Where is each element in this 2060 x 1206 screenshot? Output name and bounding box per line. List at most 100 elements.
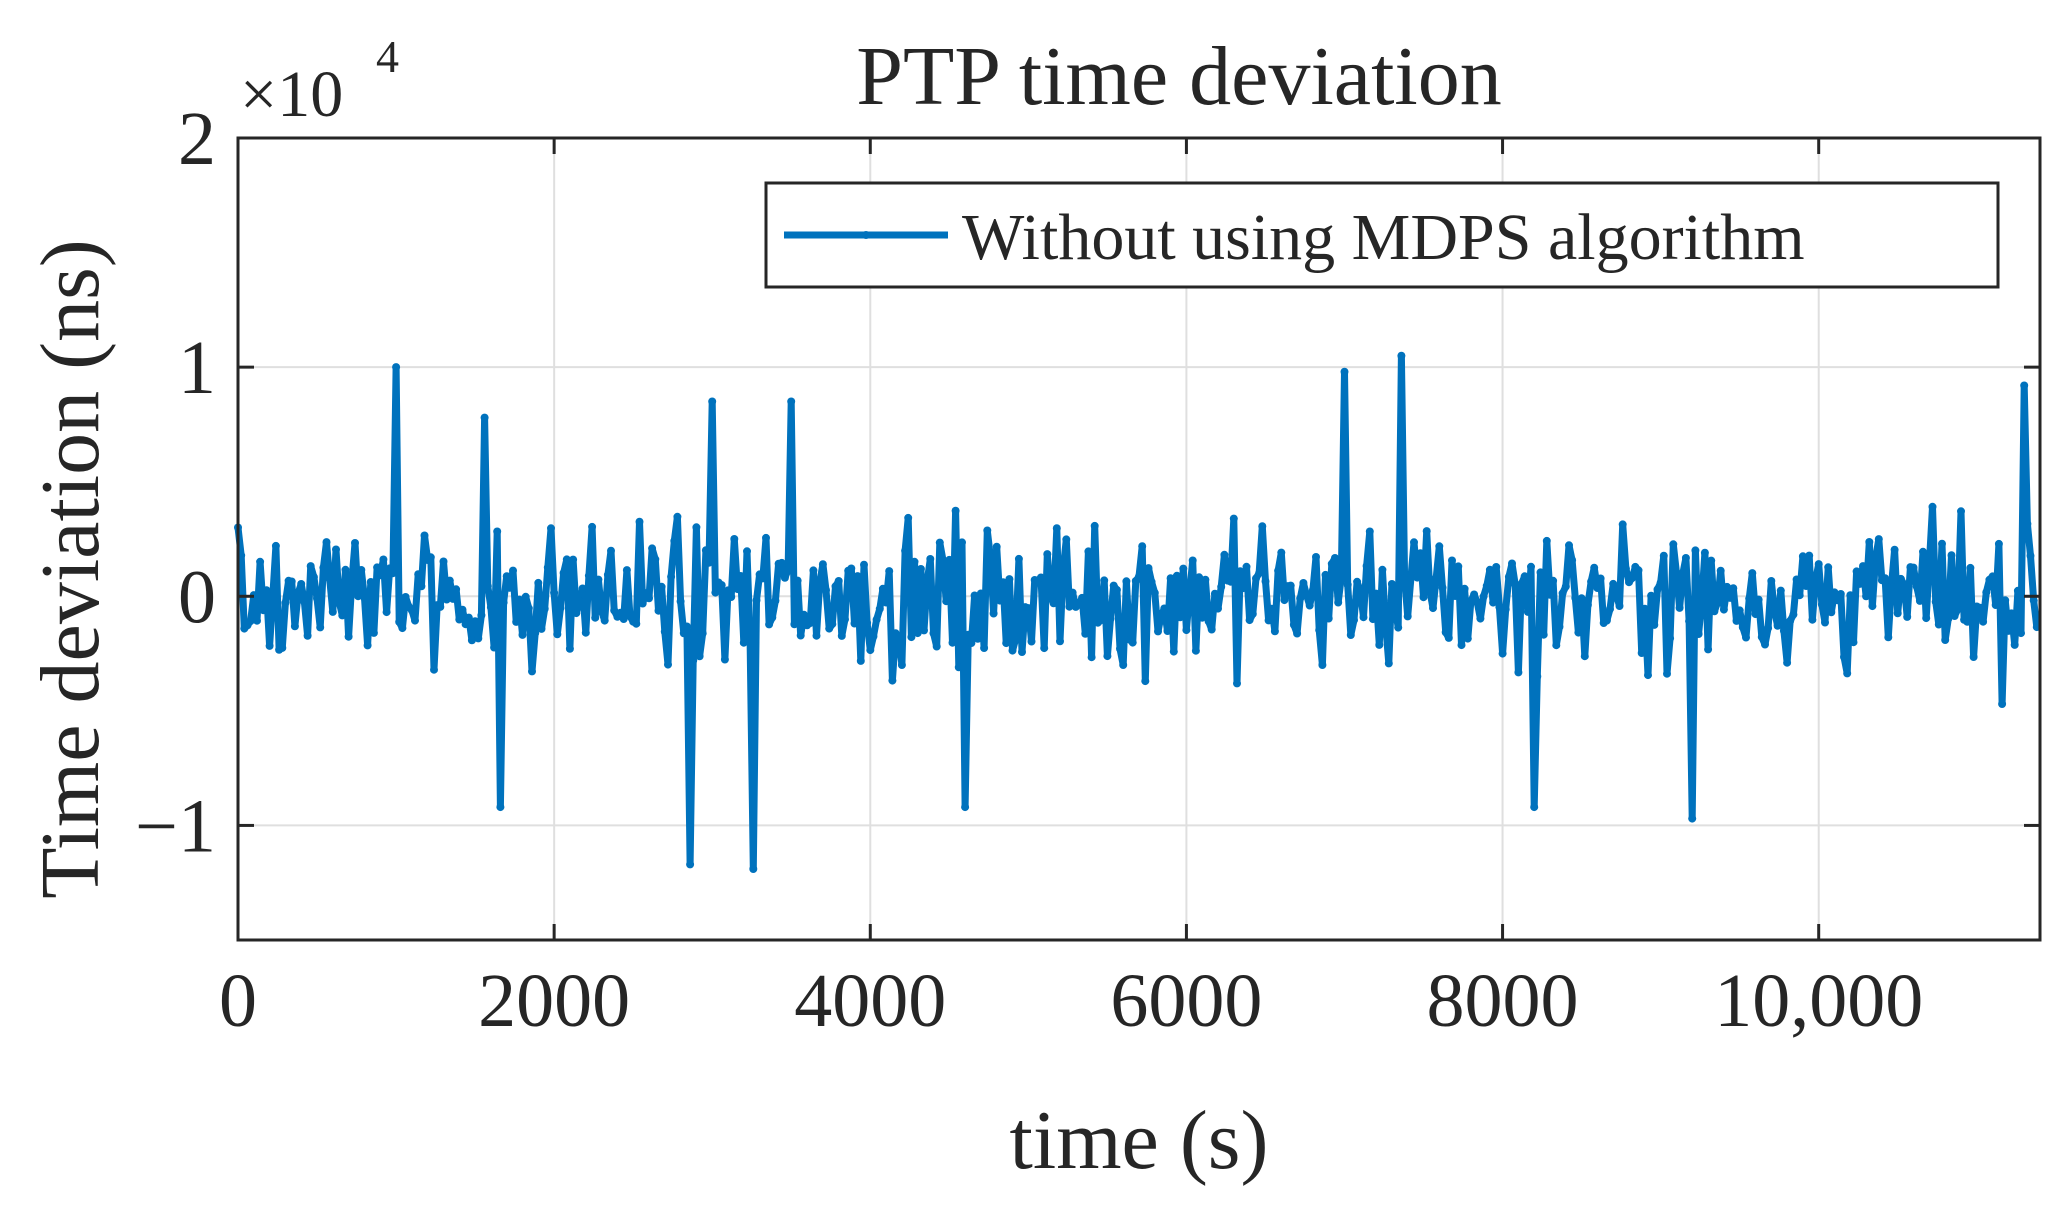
data-point <box>1688 814 1697 823</box>
data-point <box>1495 603 1504 612</box>
data-point <box>1824 563 1833 572</box>
data-point <box>1527 562 1535 571</box>
data-point <box>373 563 382 572</box>
data-point <box>708 397 717 406</box>
data-point <box>1773 621 1782 630</box>
data-point <box>1466 597 1475 606</box>
data-point <box>1122 577 1131 586</box>
data-point <box>253 616 261 625</box>
data-point <box>863 618 872 627</box>
data-point <box>961 803 970 812</box>
data-point <box>1795 591 1804 600</box>
data-point <box>1078 593 1087 602</box>
data-point <box>901 546 910 555</box>
data-point <box>1229 514 1238 523</box>
data-point <box>1065 602 1074 611</box>
data-point <box>1043 550 1052 559</box>
data-point <box>1008 646 1017 655</box>
data-point <box>1783 658 1792 667</box>
data-point <box>1340 367 1349 376</box>
data-point <box>461 620 470 629</box>
data-point <box>616 608 625 617</box>
data-point <box>281 598 290 607</box>
data-point <box>1210 589 1219 598</box>
data-point <box>578 584 587 593</box>
data-point <box>875 604 884 613</box>
data-point <box>1710 607 1719 616</box>
data-point <box>439 557 448 566</box>
data-point <box>1220 550 1229 559</box>
data-point <box>1928 502 1937 511</box>
data-point <box>1277 548 1286 557</box>
data-point <box>799 610 808 619</box>
data-point <box>1644 671 1652 680</box>
data-point <box>1059 566 1068 575</box>
data-point <box>531 629 540 638</box>
data-point <box>1571 593 1580 602</box>
data-point <box>667 572 676 581</box>
data-point <box>1900 580 1909 589</box>
data-point <box>1391 603 1400 612</box>
data-point <box>360 594 369 602</box>
data-point <box>2001 596 2010 605</box>
data-point <box>1286 581 1295 590</box>
data-point <box>1062 535 1071 544</box>
data-point <box>1827 608 1836 617</box>
data-point <box>1887 582 1896 591</box>
data-point <box>325 575 334 584</box>
data-point <box>550 588 559 597</box>
data-point <box>670 537 679 545</box>
data-point <box>1365 527 1374 536</box>
data-point <box>1138 542 1147 551</box>
data-point <box>316 623 325 632</box>
data-point <box>528 667 536 676</box>
data-point <box>1925 558 1934 567</box>
data-point <box>1081 629 1090 638</box>
data-point <box>1226 577 1235 586</box>
data-point <box>1805 551 1814 560</box>
data-point <box>1678 569 1687 578</box>
x-tick-label: 0 <box>219 959 257 1043</box>
data-point <box>1103 652 1112 661</box>
axes-box <box>236 136 2042 942</box>
data-point <box>1002 639 1011 648</box>
data-point <box>1732 616 1741 625</box>
data-point <box>1647 591 1656 600</box>
data-point <box>486 603 495 612</box>
data-point <box>483 582 492 591</box>
data-point <box>1865 538 1874 546</box>
data-point <box>351 539 359 547</box>
data-point <box>1337 572 1346 581</box>
data-point <box>480 413 489 422</box>
data-point <box>1694 630 1703 638</box>
data-point <box>1903 612 1912 621</box>
data-point <box>1836 590 1845 598</box>
data-point <box>1144 564 1153 573</box>
data-point <box>306 562 315 571</box>
data-point <box>1154 627 1162 636</box>
data-point <box>1169 647 1178 656</box>
data-point <box>1941 636 1950 644</box>
data-point <box>1615 602 1624 610</box>
data-point <box>2029 596 2038 605</box>
data-point <box>910 557 919 566</box>
data-point <box>392 363 401 372</box>
data-point <box>1814 560 1823 569</box>
data-point <box>1549 576 1558 585</box>
data-point <box>815 578 824 587</box>
data-point <box>297 580 306 588</box>
data-point <box>904 513 913 522</box>
data-point <box>762 533 770 542</box>
data-point <box>1090 521 1099 530</box>
data-point <box>1378 565 1387 574</box>
data-point <box>1267 604 1276 613</box>
data-point <box>705 558 713 567</box>
data-point <box>967 639 976 647</box>
data-point <box>841 615 849 624</box>
data-point <box>1979 617 1988 626</box>
data-point <box>1457 641 1466 650</box>
data-point <box>262 586 271 595</box>
data-point <box>1852 567 1861 576</box>
legend: Without using MDPS algorithm <box>764 181 2000 289</box>
